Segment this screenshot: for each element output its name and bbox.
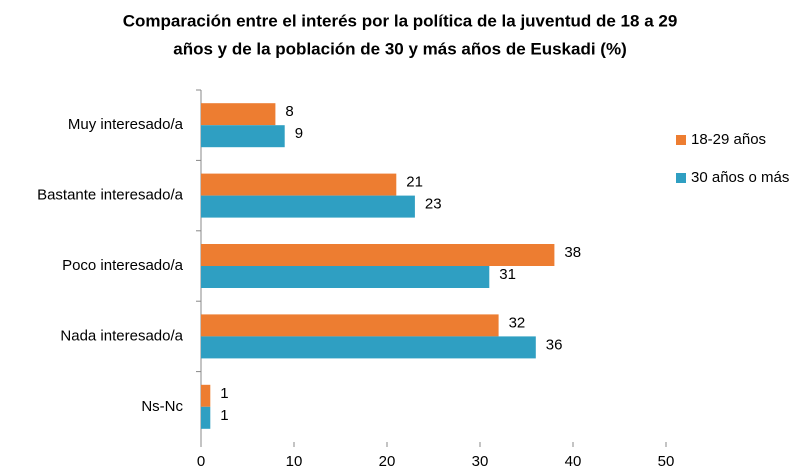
- data-label: 31: [499, 266, 516, 283]
- data-label: 32: [509, 314, 526, 331]
- x-tick-label: 50: [658, 453, 675, 470]
- bar: [201, 384, 211, 407]
- y-tick-label: Muy interesado/a: [68, 116, 184, 133]
- legend-swatch: [676, 135, 686, 145]
- data-label: 36: [546, 336, 563, 353]
- bar: [201, 266, 490, 288]
- x-tick-label: 20: [379, 453, 396, 470]
- legend-swatch: [676, 173, 686, 183]
- data-label: 1: [220, 385, 228, 402]
- y-tick-label: Nada interesado/a: [60, 327, 183, 344]
- bar: [201, 195, 415, 218]
- chart-title: Comparación entre el interés por la polí…: [123, 11, 678, 30]
- x-tick-label: 30: [472, 453, 489, 470]
- y-tick-label: Ns-Nc: [141, 398, 183, 415]
- data-label: 9: [295, 125, 303, 142]
- data-label: 21: [406, 174, 423, 191]
- bar: [201, 314, 499, 337]
- y-tick-label: Bastante interesado/a: [37, 187, 184, 204]
- data-label: 8: [285, 103, 293, 120]
- x-tick-label: 0: [197, 453, 205, 470]
- bar: [201, 125, 285, 148]
- data-label: 1: [220, 407, 228, 424]
- legend-label: 18-29 años: [691, 131, 766, 148]
- data-label: 23: [425, 196, 442, 213]
- bar: [201, 406, 211, 429]
- y-tick-label: Poco interesado/a: [62, 257, 184, 274]
- chart-title: años y de la población de 30 y más años …: [173, 39, 626, 58]
- legend-label: 30 años o más: [691, 169, 789, 186]
- bar: [201, 103, 276, 126]
- data-label: 38: [564, 244, 581, 261]
- bar: [201, 173, 397, 196]
- x-tick-label: 40: [565, 453, 582, 470]
- x-tick-label: 10: [286, 453, 303, 470]
- bar: [201, 244, 555, 266]
- bar: [201, 336, 536, 359]
